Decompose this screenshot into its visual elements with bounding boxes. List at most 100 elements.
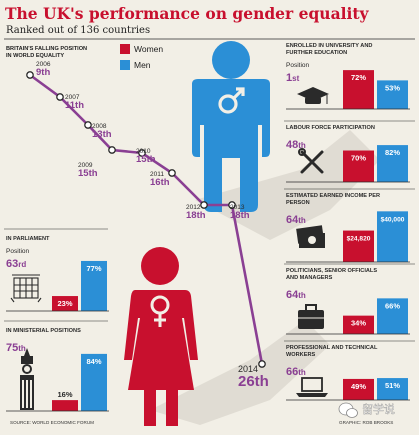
bar-women	[343, 315, 374, 334]
timeline-year-label: 2010	[136, 148, 151, 155]
panel-position: 64th	[286, 214, 306, 226]
panel-heading: PROFESSIONAL AND TECHNICAL	[286, 345, 378, 351]
left-panels: IN PARLIAMENT Position 63rd 23% 77% IN MINIST…	[4, 228, 109, 412]
bar-women	[343, 70, 374, 109]
panel-position-label: Position	[286, 62, 310, 69]
banknotes-icon	[296, 225, 325, 248]
panel-position-suffix: th	[298, 141, 306, 150]
timeline-year-label: 2009	[78, 162, 93, 169]
timeline-point	[26, 71, 34, 79]
legend-label-women: Women	[134, 44, 163, 54]
bar-men	[377, 378, 408, 400]
timeline-rank-label: 18th	[230, 210, 250, 221]
bar-value-label: 84%	[86, 357, 101, 366]
timeline-rank-label: 16th	[150, 177, 170, 188]
ministerial-panel: IN MINISTERIAL POSITIONS 75th 16% 84%	[6, 328, 109, 412]
bar-men	[81, 260, 107, 311]
bar-women	[343, 230, 374, 262]
panel-heading: ESTIMATED EARNED INCOME PER	[286, 193, 380, 199]
timeline-point	[84, 121, 92, 129]
panel-position-suffix: st	[292, 74, 299, 83]
bar-value-label: 53%	[385, 83, 400, 92]
female-symbol-icon	[150, 295, 170, 327]
timeline-point	[108, 146, 116, 154]
big-ben-icon	[20, 348, 34, 410]
bar-value-label: $40,000	[381, 216, 405, 223]
panel-position: 63rd	[6, 258, 26, 270]
timeline-rank-label: 18th	[186, 210, 206, 221]
page-title: The UK's performance on gender equality	[5, 4, 370, 23]
bar-value-label: 34%	[351, 319, 366, 328]
timeline-point	[258, 360, 266, 368]
bar-value-label: 72%	[351, 73, 366, 82]
legend-swatch-women	[120, 44, 130, 54]
right-panel: LABOUR FORCE PARTICIPATION 48th 70% 82%	[286, 125, 410, 183]
timeline-year-label: 2006	[36, 61, 51, 68]
bar-women	[343, 378, 374, 400]
female-figure-icon	[124, 247, 198, 426]
watermark: 留学说	[362, 402, 395, 416]
figures-layer	[124, 41, 380, 426]
briefcase-icon	[298, 304, 324, 329]
timeline-rank-label: 15th	[136, 154, 156, 165]
source-note: SOURCE: WORLD ECONOMIC FORUM	[10, 420, 94, 425]
panel-heading: PERSON	[286, 200, 310, 206]
panel-heading: WORKERS	[286, 352, 315, 358]
timeline-rank-label: 26th	[238, 373, 269, 390]
panel-heading: POLITICIANS, SENIOR OFFICIALS	[286, 268, 377, 274]
timeline-rank-label: 13th	[92, 129, 112, 140]
panel-position: 75th	[6, 342, 26, 354]
bar-women	[343, 150, 374, 182]
timeline-chart: 20069th200711th200813th200915th201015th2…	[26, 61, 269, 390]
timeline-year-label: 2008	[92, 123, 107, 130]
bar-men	[377, 80, 408, 109]
panel-position: 1st	[286, 72, 300, 84]
bar-men	[377, 211, 408, 262]
panel-position-label: Position	[6, 248, 30, 255]
timeline-rank-label: 9th	[36, 67, 50, 78]
panel-position-suffix: th	[298, 216, 306, 225]
portcullis-icon	[10, 274, 42, 303]
timeline-point	[200, 201, 208, 209]
timeline-year-label: 2014	[238, 364, 258, 374]
laptop-icon	[296, 377, 328, 397]
male-figure-shadow	[195, 130, 380, 240]
bar-value-label: 82%	[385, 148, 400, 157]
panel-heading: ENROLLED IN UNIVERSITY AND	[286, 43, 372, 49]
bar-value-label: 16%	[57, 390, 72, 399]
timeline-heading-line2: IN WORLD EQUALITY	[6, 53, 64, 59]
timeline-heading-line1: BRITAIN'S FALLING POSITION	[6, 46, 87, 52]
panel-heading: FURTHER EDUCATION	[286, 50, 347, 56]
panel-position: 64th	[286, 289, 306, 301]
wechat-icon	[338, 402, 358, 418]
bar-men	[81, 353, 107, 411]
male-figure-icon	[192, 41, 270, 212]
male-symbol-icon	[218, 87, 245, 114]
panel-heading: AND MANAGERS	[286, 275, 333, 281]
panel-heading: IN PARLIAMENT	[6, 236, 50, 242]
parliament-panel: IN PARLIAMENT Position 63rd 23% 77%	[6, 236, 109, 312]
panel-position-suffix: th	[298, 291, 306, 300]
timeline-point	[138, 149, 146, 157]
panel-heading: IN MINISTERIAL POSITIONS	[6, 328, 81, 334]
legend-label-men: Men	[134, 60, 151, 70]
bar-women	[52, 296, 78, 311]
tools-icon	[298, 148, 324, 174]
timeline-year-label: 2007	[65, 94, 80, 101]
panel-position: 66th	[286, 366, 306, 378]
graduation-cap-icon	[297, 87, 329, 104]
panel-position: 48th	[286, 139, 306, 151]
timeline-point	[168, 169, 176, 177]
panel-position-suffix: rd	[18, 260, 26, 269]
bar-value-label: 77%	[86, 264, 101, 273]
timeline-year-label: 2013	[230, 204, 245, 211]
female-figure-shadow	[150, 320, 330, 425]
legend-swatch-men	[120, 60, 130, 70]
bar-value-label: 51%	[385, 381, 400, 390]
